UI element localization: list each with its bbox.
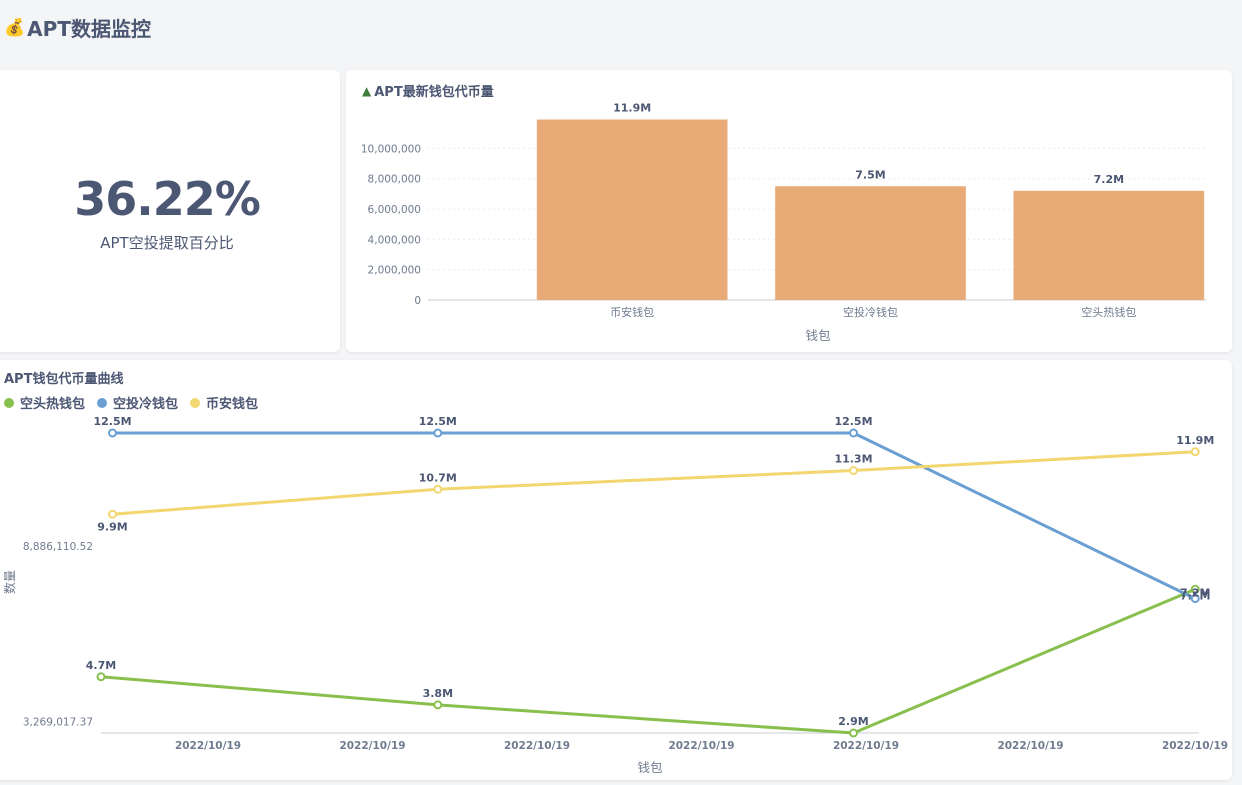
bar-x-axis-title: 钱包 [805, 328, 830, 343]
bar-x-tick-label: 币安钱包 [610, 305, 654, 319]
bar-y-tick-label: 8,000,000 [368, 174, 421, 186]
legend-label: 空投冷钱包 [113, 397, 179, 412]
bar-chart-title[interactable]: ▲ APT最新钱包代币量 [362, 81, 494, 101]
data-point-label: 12.5M [834, 415, 872, 428]
bar-y-tick-label: 10,000,000 [361, 143, 421, 155]
money-bag-icon: 💰 [4, 17, 26, 38]
bar [1013, 190, 1205, 300]
kpi-card[interactable]: 36.22% APT空投提取百分比 [0, 70, 340, 352]
tree-icon: ▲ [362, 83, 372, 98]
legend-dot [97, 397, 108, 408]
kpi-label: APT空投提取百分比 [100, 234, 234, 252]
line-x-tick-label: 2022/10/19 [833, 740, 899, 752]
data-point [848, 466, 858, 475]
data-point-label: 12.5M [419, 415, 457, 428]
data-point-label: 10.7M [419, 471, 457, 484]
bar-y-tick-label: 4,000,000 [368, 234, 421, 246]
bar-y-tick-label: 6,000,000 [368, 204, 421, 216]
legend-label: 币安钱包 [206, 397, 259, 412]
data-point [1190, 584, 1200, 594]
data-point [96, 672, 106, 682]
line-x-tick-label: 2022/10/19 [504, 740, 570, 752]
legend-item[interactable]: 空投冷钱包 [97, 393, 178, 412]
chart-legend: 空头热钱包 空投冷钱包 币安钱包 [4, 393, 258, 412]
legend-dot [4, 397, 14, 408]
data-point-label: 12.5M [93, 415, 131, 428]
series-line [112, 450, 1196, 516]
line-chart-title-text: APT钱包代币量曲线 [4, 372, 124, 387]
data-point [108, 509, 118, 519]
legend-item[interactable]: 空头热钱包 [4, 393, 85, 412]
data-point-label: 7.2M [1180, 587, 1210, 600]
data-point [433, 484, 443, 494]
series-line [112, 431, 1196, 600]
line-x-tick-label: 2022/10/19 [339, 740, 405, 752]
bar-y-tick-label: 2,000,000 [368, 265, 421, 277]
series-line [100, 587, 1196, 735]
data-point [108, 428, 118, 438]
data-point [1190, 447, 1200, 457]
bar-data-label: 7.2M [1094, 173, 1124, 186]
line-x-tick-label: 2022/10/19 [1162, 740, 1228, 752]
data-point [433, 428, 443, 438]
data-point-label: 9.9M [97, 520, 127, 533]
bar-chart: 0 2,000,000 4,000,000 6,000,000 8,000,000 10,… [361, 102, 1206, 343]
bar-data-label: 11.9M [613, 102, 651, 115]
data-point-label: 2.9M [838, 715, 868, 728]
data-point-label: 4.7M [86, 659, 116, 672]
data-point [848, 428, 858, 438]
line-y-tick-label: 3,269,017.37 [23, 716, 93, 728]
page-title: 💰 APT数据监控 [4, 13, 151, 42]
line-x-axis-title: 钱包 [637, 760, 662, 775]
data-point [1190, 594, 1200, 604]
line-x-tick-label: 2022/10/19 [175, 740, 241, 752]
bar-x-tick-label: 空投冷钱包 [843, 305, 898, 319]
bar-chart-title-text: APT最新钱包代币量 [374, 85, 494, 100]
data-point [848, 728, 858, 738]
data-point-label: 3.8M [423, 687, 453, 700]
legend-dot [190, 397, 201, 408]
line-chart: 3,269,017.37 8,886,110.52 2022/10/19 2022/1… [2, 415, 1228, 775]
bar-y-tick-label: 0 [414, 295, 421, 307]
line-x-tick-label: 2022/10/19 [997, 740, 1063, 752]
data-point-label: 11.3M [834, 453, 872, 466]
legend-label: 空头热钱包 [20, 397, 86, 412]
data-point [433, 700, 443, 710]
line-x-tick-label: 2022/10/19 [668, 740, 734, 752]
line-y-tick-label: 8,886,110.52 [23, 541, 93, 553]
bar-chart-card[interactable]: ▲ APT最新钱包代币量 0 2,000,000 4,000,000 6,000,00… [346, 70, 1232, 352]
line-chart-title[interactable]: APT钱包代币量曲线 [4, 368, 123, 387]
data-point-label: 11.9M [1176, 434, 1214, 447]
bar-x-tick-label: 空头热钱包 [1081, 305, 1136, 319]
line-y-axis-title: 数量 [2, 570, 17, 594]
bar [536, 119, 728, 300]
bar-data-label: 7.5M [855, 168, 885, 181]
kpi-value: 36.22% [74, 172, 261, 226]
legend-item[interactable]: 币安钱包 [190, 393, 258, 412]
page-title-text: APT数据监控 [27, 17, 151, 41]
bar [775, 186, 966, 300]
line-chart-card[interactable]: APT钱包代币量曲线 空头热钱包 空投冷钱包 币安钱包 3,269,017.37 8,… [0, 360, 1232, 780]
